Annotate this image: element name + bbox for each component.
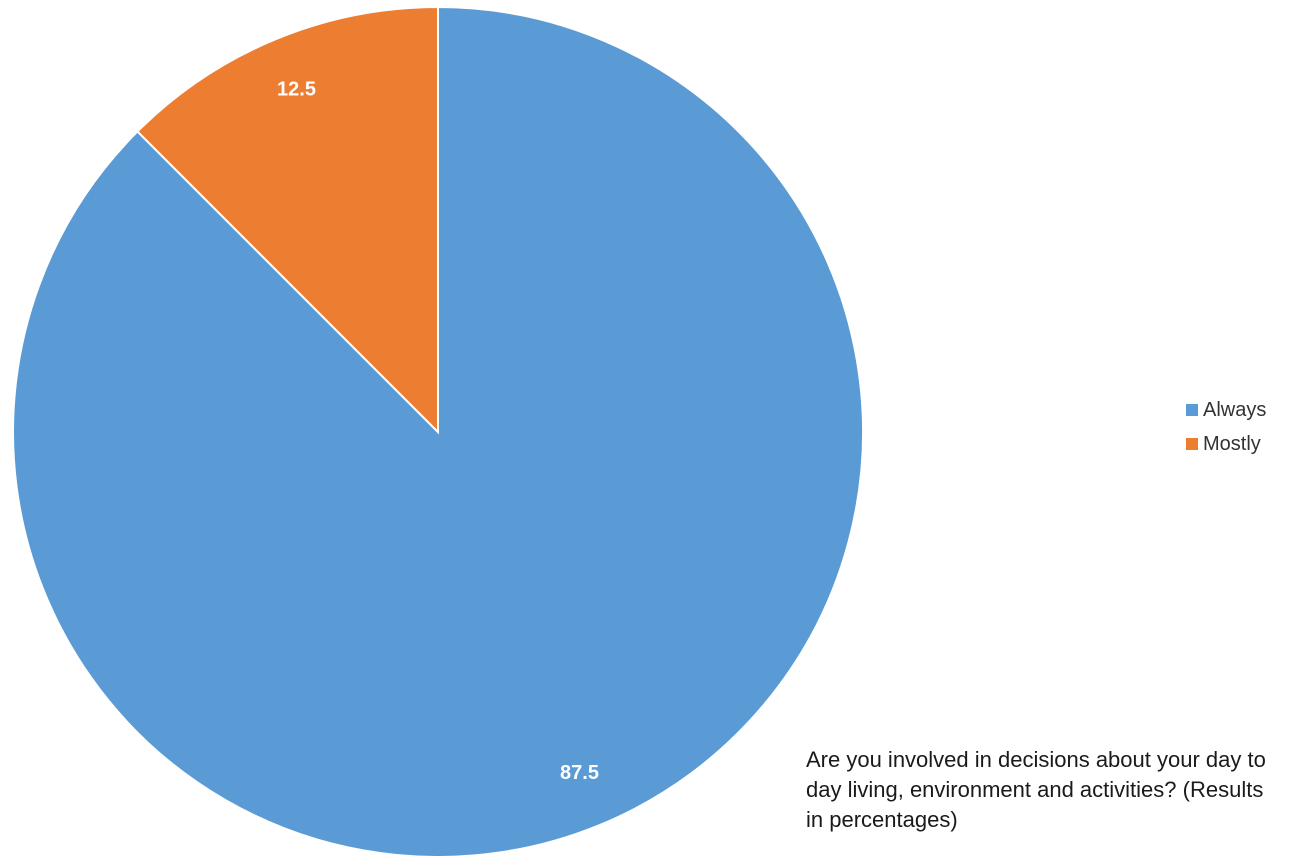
legend-item-mostly: Mostly	[1186, 430, 1266, 458]
pie-data-labels: 87.5 12.5	[277, 79, 599, 784]
pie-slices	[12, 5, 864, 856]
data-label-always: 87.5	[560, 762, 599, 784]
pie-slice-mostly	[136, 5, 439, 435]
chart-caption: Are you involved in decisions about your…	[806, 747, 1266, 832]
legend-label-always: Always	[1203, 399, 1267, 421]
legend-swatch-mostly	[1186, 438, 1198, 450]
legend-label-mostly: Mostly	[1203, 433, 1261, 455]
data-label-mostly: 12.5	[277, 79, 316, 101]
chart-legend: Always Mostly	[1186, 396, 1266, 464]
legend-swatch-always	[1186, 404, 1198, 416]
legend-item-always: Always	[1186, 396, 1266, 424]
